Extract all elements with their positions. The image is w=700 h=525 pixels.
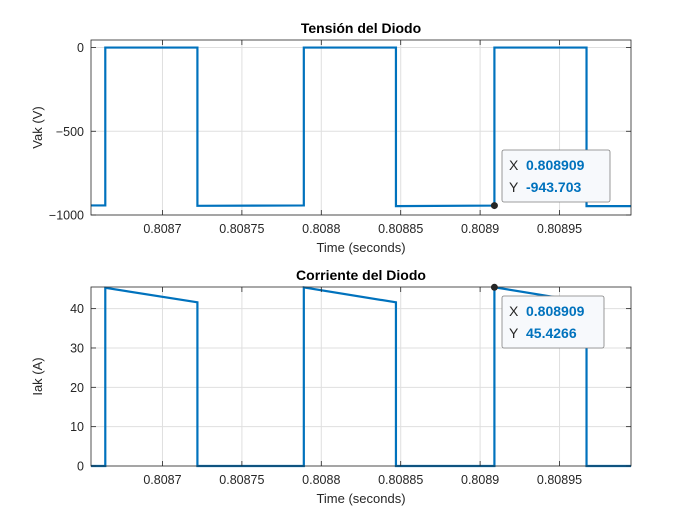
axes-box (90, 39, 632, 216)
datatip[interactable]: X 0.808909 Y 45.4266 (501, 295, 605, 349)
datatip-y-key: Y (509, 179, 519, 195)
datatip-y-value: -943.703 (526, 179, 581, 195)
datatip-box (501, 295, 605, 349)
x-tick-label: 0.8089 (461, 473, 499, 487)
y-tick-label: −1000 (49, 209, 84, 223)
series-line (91, 46, 631, 208)
chart-title: Tensión del Diodo (301, 20, 421, 36)
axes-corriente: 0.8087 0.80875 0.8088 0.80885 0.8089 0.80895 0… (30, 267, 632, 506)
x-tick-label: 0.80895 (537, 222, 582, 236)
x-tick-label: 0.8088 (302, 473, 340, 487)
x-tick-label: 0.8089 (461, 222, 499, 236)
datatip-y-value: 45.4266 (526, 325, 577, 341)
chart-title: Corriente del Diodo (296, 267, 426, 283)
x-tick-label: 0.80875 (219, 473, 264, 487)
x-axis-label: Time (seconds) (316, 240, 405, 255)
x-tick-label: 0.80885 (378, 222, 423, 236)
x-tick-label: 0.8087 (143, 473, 181, 487)
x-tick-label: 0.8088 (302, 222, 340, 236)
y-tick-label: 0 (77, 41, 84, 55)
datatip-x-value: 0.808909 (526, 157, 585, 173)
datatip-marker[interactable] (490, 202, 498, 210)
y-tick-label: 10 (70, 420, 84, 434)
datatip-x-key: X (509, 303, 519, 319)
y-tick-label: 40 (70, 302, 84, 316)
x-tick-label: 0.80885 (378, 473, 423, 487)
x-tick-label: 0.80895 (537, 473, 582, 487)
y-tick-label: 0 (77, 460, 84, 474)
y-axis-label: Vak (V) (30, 106, 45, 148)
x-tick-label: 0.8087 (143, 222, 181, 236)
datatip-x-key: X (509, 157, 519, 173)
datatip-x-value: 0.808909 (526, 303, 585, 319)
axes-box (90, 286, 632, 467)
x-tick-label: 0.80875 (219, 222, 264, 236)
y-axis-label: Iak (A) (30, 357, 45, 395)
y-tick-label: −500 (56, 125, 84, 139)
x-axis-label: Time (seconds) (316, 491, 405, 506)
y-tick-label: 20 (70, 381, 84, 395)
y-tick-label: 30 (70, 341, 84, 355)
datatip-marker[interactable] (490, 283, 498, 291)
axes-tension: 0.8087 0.80875 0.8088 0.80885 0.8089 0.80895 −… (30, 20, 632, 255)
datatip[interactable]: X 0.808909 Y -943.703 (501, 149, 611, 203)
datatip-box (501, 149, 611, 203)
datatip-y-key: Y (509, 325, 519, 341)
